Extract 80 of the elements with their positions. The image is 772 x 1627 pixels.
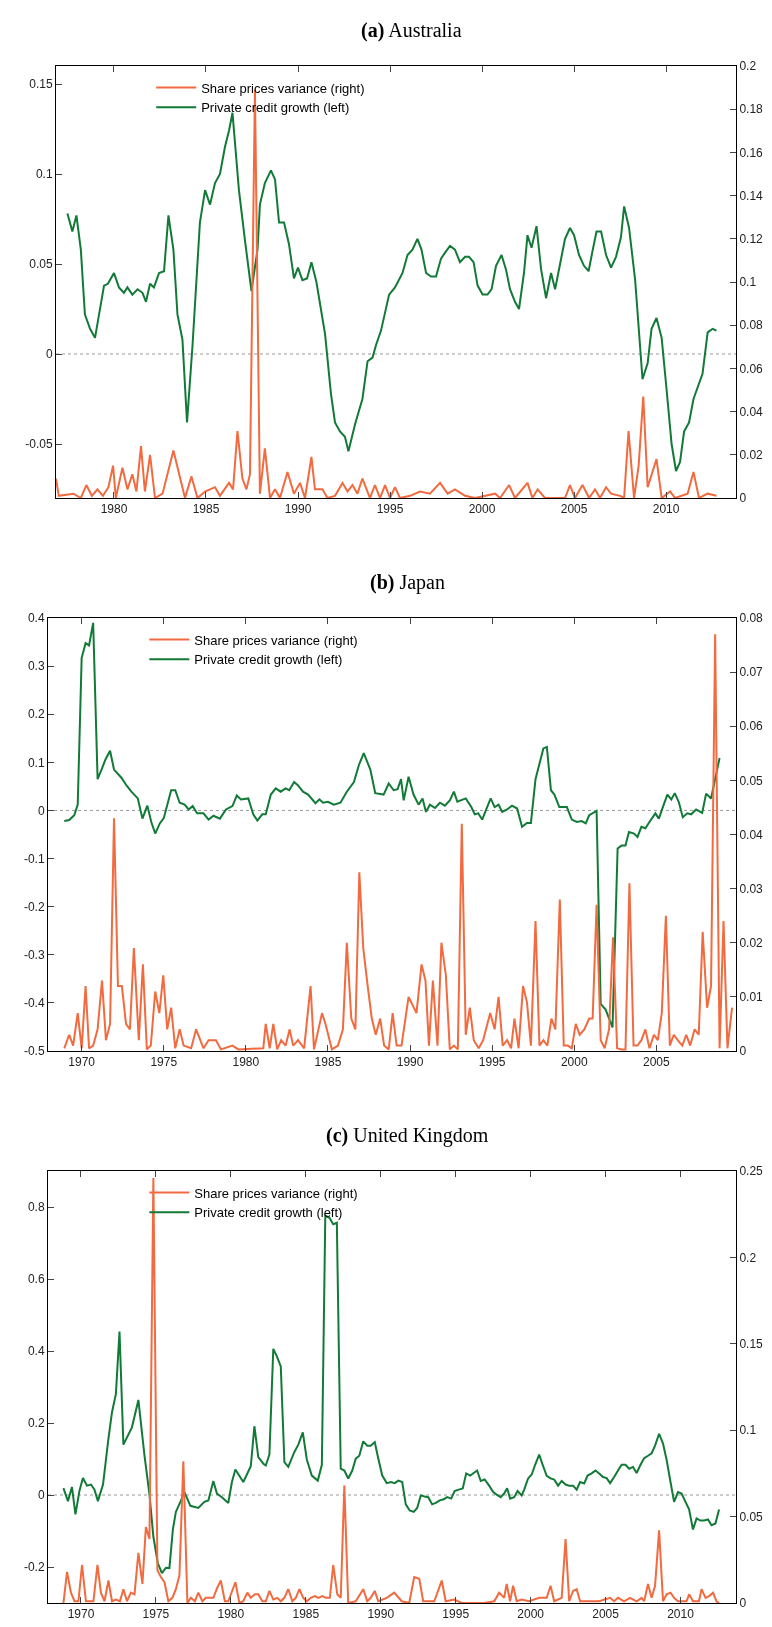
y-tick-label: 0: [45, 347, 53, 362]
y-tick-label: 0: [37, 1488, 45, 1503]
x-tick-label: 1975: [150, 1055, 178, 1070]
y2-tick-label: 0: [739, 491, 747, 506]
x-tick-label: 2010: [652, 502, 680, 517]
y2-tick-label: 0.15: [739, 1337, 764, 1351]
y2-tick-label: 0.07: [739, 665, 764, 680]
x-tick-label: 2005: [560, 502, 588, 517]
x-tick-label: 1990: [367, 1607, 395, 1622]
y2-tick-label: 0.04: [739, 827, 764, 842]
y-tick-label: 0.1: [27, 755, 45, 770]
y2-tick-label: 0.08: [739, 318, 764, 333]
y-tick-label: -0.3: [23, 947, 45, 962]
y2-tick-label: 0.06: [739, 719, 764, 734]
x-tick-label: 1970: [67, 1607, 95, 1622]
legend-label: Share prices variance (right): [194, 1185, 358, 1201]
y2-tick-label: 0.1: [739, 1423, 757, 1438]
y-tick-label: -0.2: [23, 1560, 45, 1575]
y-tick-label: 0.1: [35, 167, 53, 182]
y2-tick-label: 0.02: [739, 448, 764, 462]
y2-tick-label: 0.14: [739, 188, 764, 203]
y2-tick-label: 0.01: [739, 990, 764, 1005]
chart-title: (a) Australia: [361, 19, 462, 42]
y2-tick-label: 0.06: [739, 361, 764, 376]
x-tick-label: 2000: [517, 1607, 545, 1622]
y-tick-label: 0.2: [27, 707, 45, 722]
x-tick-label: 1980: [232, 1055, 260, 1070]
x-tick-label: 1985: [314, 1055, 342, 1070]
y-tick-label: 0.15: [29, 77, 53, 92]
x-tick-label: 2005: [643, 1055, 671, 1070]
legend-label: Private credit growth (left): [194, 1205, 343, 1221]
y-tick-label: 0.4: [27, 611, 45, 626]
legend-label: Share prices variance (right): [194, 632, 358, 648]
y2-tick-label: 0.25: [739, 1164, 764, 1179]
x-tick-label: 2010: [667, 1607, 695, 1622]
x-tick-label: 1990: [396, 1055, 424, 1070]
x-tick-label: 2000: [468, 502, 496, 517]
y-tick-label: -0.5: [23, 1044, 45, 1059]
x-tick-label: 1985: [292, 1607, 320, 1622]
y-tick-label: 0.2: [27, 1416, 45, 1431]
x-tick-label: 1995: [376, 502, 404, 517]
y-tick-label: 0.05: [29, 257, 53, 272]
x-tick-label: 1975: [142, 1607, 170, 1622]
x-tick-label: 2005: [592, 1607, 620, 1622]
x-tick-label: 1970: [68, 1055, 96, 1070]
y-tick-label: 0: [37, 803, 45, 818]
legend-label: Share prices variance (right): [201, 80, 365, 96]
y2-tick-label: 0.2: [739, 59, 757, 74]
x-tick-label: 1990: [284, 502, 312, 517]
x-tick-label: 2000: [560, 1055, 588, 1070]
y-tick-label: 0.4: [27, 1344, 45, 1359]
x-tick-label: 1985: [192, 502, 220, 517]
legend-label: Private credit growth (left): [194, 652, 343, 668]
y2-tick-label: 0.16: [739, 145, 764, 160]
y-tick-label: 0.6: [27, 1272, 45, 1287]
x-tick-label: 1980: [217, 1607, 245, 1622]
y2-tick-label: 0.02: [739, 935, 764, 950]
y2-tick-label: 0.08: [739, 611, 764, 626]
y2-tick-label: 0.18: [739, 102, 764, 117]
y2-tick-label: 0.1: [739, 275, 757, 290]
y2-tick-label: 0.05: [739, 1509, 764, 1524]
x-tick-label: 1995: [478, 1055, 506, 1070]
line-series: [62, 1176, 721, 1603]
y2-tick-label: 0.03: [739, 881, 764, 896]
y2-tick-label: 0.05: [739, 773, 764, 788]
y-tick-label: -0.1: [23, 851, 45, 866]
y-tick-label: 0.8: [27, 1200, 45, 1215]
y-tick-label: -0.4: [23, 996, 45, 1011]
y2-tick-label: 0: [739, 1596, 747, 1611]
y2-tick-label: 0.04: [739, 404, 764, 419]
y-tick-label: -0.05: [25, 437, 53, 452]
y2-tick-label: 0.12: [739, 232, 764, 246]
x-tick-label: 1995: [442, 1607, 470, 1622]
chart-title: (b) Japan: [370, 571, 445, 594]
y-tick-label: -0.2: [23, 899, 45, 914]
y2-tick-label: 0: [739, 1044, 747, 1059]
x-tick-label: 1980: [100, 502, 128, 517]
chart-title: (c) United Kingdom: [326, 1124, 489, 1147]
y-tick-label: 0.3: [27, 659, 45, 674]
y2-tick-label: 0.2: [739, 1250, 757, 1265]
